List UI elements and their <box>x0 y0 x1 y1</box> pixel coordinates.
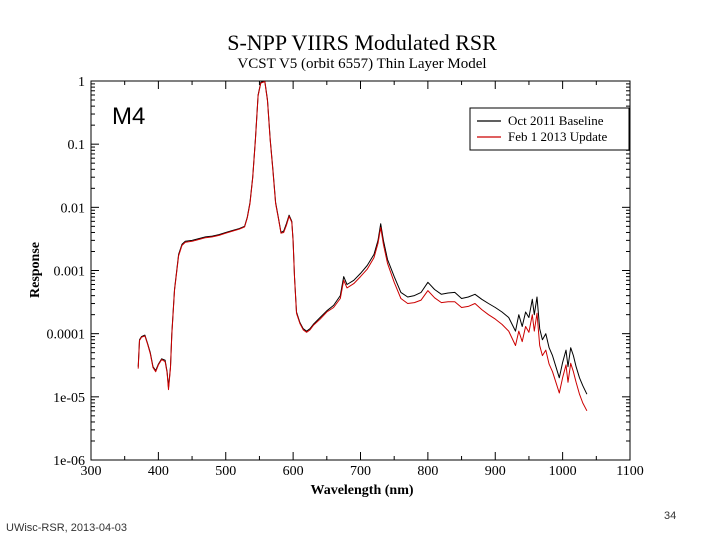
page-number: 34 <box>664 510 677 522</box>
legend: Oct 2011 Baseline Feb 1 2013 Update <box>469 107 630 151</box>
x-tick-label: 600 <box>283 464 304 479</box>
y-tick-label: 0.01 <box>61 201 86 216</box>
series-layer <box>137 80 588 412</box>
y-tick-label: 1 <box>78 75 85 90</box>
x-axis-label: Wavelength (nm) <box>310 483 413 498</box>
legend-label-baseline: Oct 2011 Baseline <box>508 113 604 128</box>
legend-label-update: Feb 1 2013 Update <box>508 129 608 144</box>
chart-subtitle: VCST V5 (orbit 6557) Thin Layer Model <box>237 56 486 72</box>
x-tick-labels: 300 400 500 600 700 800 900 1000 1100 <box>81 464 644 479</box>
x-tick-label: 900 <box>485 464 506 479</box>
y-tick-label: 0.1 <box>68 138 86 153</box>
chart-title: S-NPP VIIRS Modulated RSR <box>227 30 497 55</box>
panel-label: M4 <box>112 103 145 130</box>
series-line-baseline <box>137 80 588 395</box>
series-line-update <box>137 81 588 412</box>
y-tick-label: 1e-06 <box>53 454 85 469</box>
x-tick-label: 1000 <box>549 464 577 479</box>
axis-ticks <box>90 80 631 461</box>
y-tick-label: 1e-05 <box>53 391 85 406</box>
x-tick-label: 700 <box>350 464 371 479</box>
y-tick-label: 0.001 <box>54 265 86 280</box>
y-tick-labels: 1e-06 1e-05 0.0001 0.001 0.01 0.1 1 <box>47 75 86 469</box>
legend-box <box>469 107 630 151</box>
x-tick-label: 500 <box>215 464 236 479</box>
footer-source: UWisc-RSR, 2013-04-03 <box>6 522 128 534</box>
y-axis-label: Response <box>28 242 43 298</box>
x-tick-label: 800 <box>417 464 438 479</box>
y-tick-label: 0.0001 <box>47 328 86 343</box>
x-tick-label: 400 <box>148 464 169 479</box>
x-tick-label: 1100 <box>616 464 643 479</box>
x-tick-label: 300 <box>81 464 102 479</box>
